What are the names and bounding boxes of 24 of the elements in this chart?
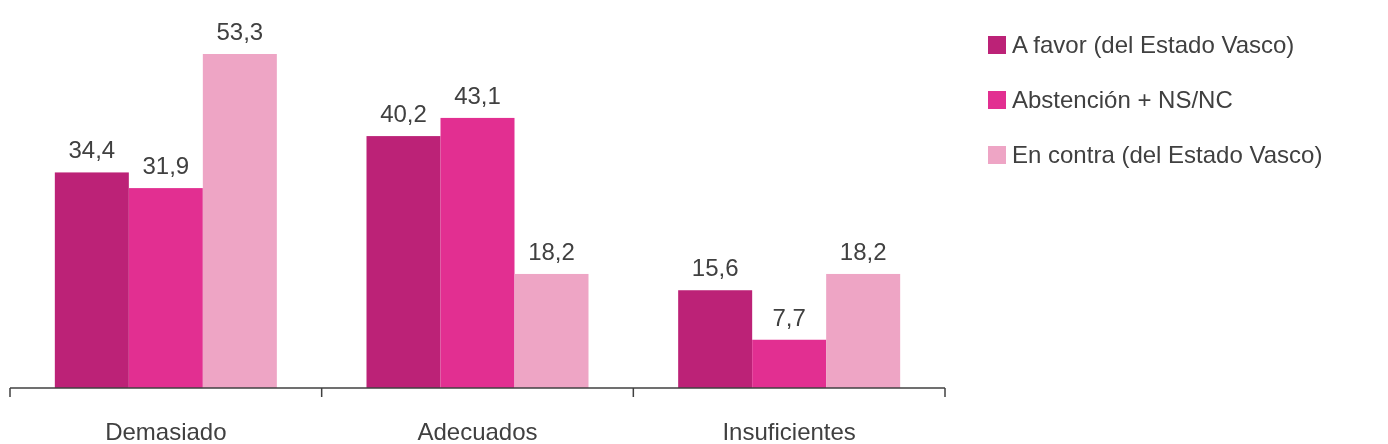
legend-label: Abstención + NS/NC	[1012, 86, 1233, 113]
data-label: 53,3	[216, 18, 264, 45]
bar	[366, 136, 441, 388]
x-tick-label: Adecuados	[417, 418, 538, 444]
data-label: 15,6	[691, 254, 739, 282]
data-label: 43,1	[454, 81, 501, 109]
data-label: 18,2	[839, 237, 887, 265]
bar	[752, 339, 827, 388]
bar	[826, 273, 901, 388]
legend-label: A favor (del Estado Vasco)	[1012, 31, 1295, 58]
bar	[54, 172, 129, 388]
bar	[514, 273, 589, 388]
legend-label: En contra (del Estado Vasco)	[1012, 141, 1323, 168]
bar	[128, 188, 203, 388]
data-label: 34,4	[68, 136, 116, 164]
x-tick-label: Insuficientes	[722, 418, 856, 444]
bar	[202, 54, 277, 388]
data-label: 31,9	[142, 152, 190, 180]
bar	[678, 290, 753, 388]
x-tick-label: Demasiado	[105, 418, 227, 444]
data-label: 18,2	[528, 237, 575, 265]
data-label: 7,7	[772, 303, 806, 331]
data-label: 40,2	[380, 100, 427, 128]
bar	[440, 117, 515, 388]
